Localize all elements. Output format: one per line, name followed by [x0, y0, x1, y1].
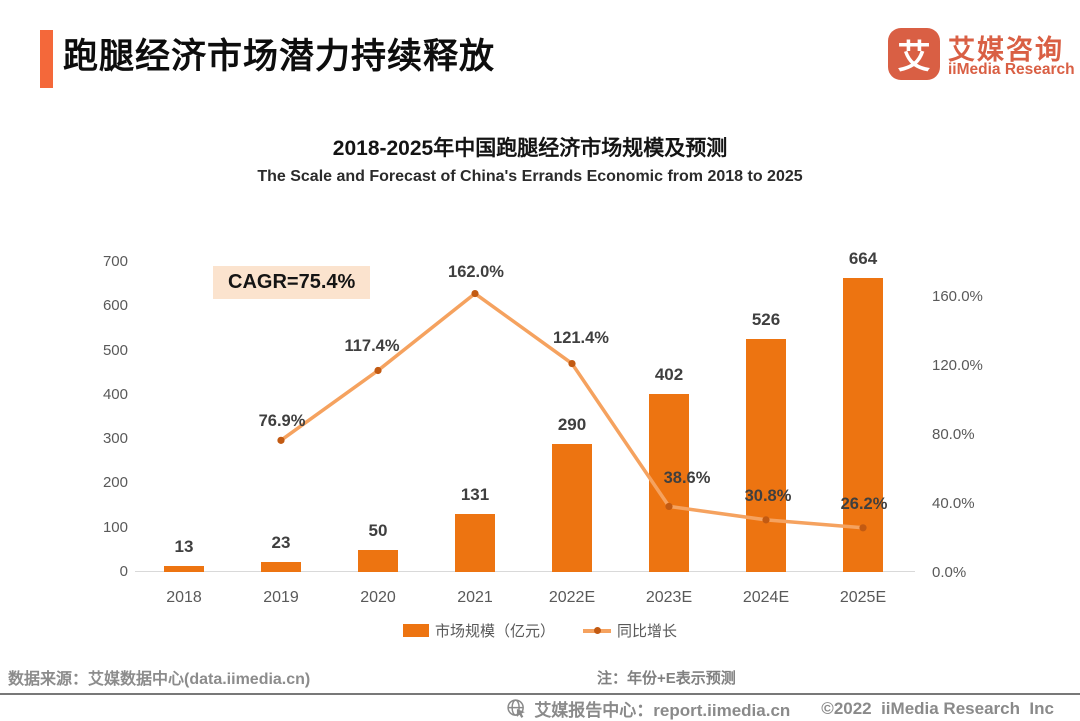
legend-line-label: 同比增长 — [617, 623, 678, 640]
x-axis-label-2021: 2021 — [457, 589, 493, 606]
bar-value-2025E: 664 — [848, 248, 878, 268]
x-axis-label-2022E: 2022E — [548, 589, 596, 606]
x-axis-label-2020: 2020 — [360, 589, 396, 606]
page-title: 跑腿经济市场潜力持续释放 — [63, 37, 496, 76]
x-axis-label-2024E: 2024E — [742, 589, 790, 606]
footer-bottom: 艾媒报告中心：report.iimedia.cn ©2022 iiMedia R… — [506, 696, 1054, 721]
bar-value-2023E: 402 — [654, 364, 684, 384]
bar-2020 — [358, 549, 398, 572]
bar-value-2022E: 290 — [557, 414, 587, 434]
growth-label-2022E: 121.4% — [553, 328, 609, 347]
iimedia-logo-icon: 艾 — [888, 28, 940, 80]
y-axis-tick-300: 300 — [102, 430, 128, 448]
data-source-text: 数据来源：艾媒数据中心(data.iimedia.cn) — [8, 671, 311, 688]
brand-name-en: iiMedia Research — [948, 61, 1075, 78]
cagr-badge: CAGR=75.4% — [213, 266, 371, 299]
report-center-text: 艾媒报告中心：report.iimedia.cn — [534, 701, 791, 720]
x-axis-line — [135, 571, 915, 572]
legend-item-bar: 市场规模（亿元） — [402, 620, 555, 641]
title-accent-bar — [40, 30, 53, 88]
bar-2018 — [164, 566, 204, 572]
bar-value-2024E: 526 — [751, 310, 781, 330]
y2-axis-tick-0.0%: 0.0% — [932, 564, 967, 581]
logo-glyph: 艾 — [897, 38, 931, 75]
chart-title: 2018-2025年中国跑腿经济市场规模及预测 — [332, 137, 728, 160]
legend: 市场规模（亿元） 同比增长 — [0, 620, 1080, 641]
legend-line-swatch-icon — [583, 627, 611, 634]
y-axis-tick-500: 500 — [102, 341, 128, 359]
legend-item-line: 同比增长 — [583, 620, 677, 641]
copyright-text: ©2022 iiMedia Research Inc — [821, 698, 1054, 718]
note-text: 注：年份+E表示预测 — [597, 670, 736, 687]
x-axis-label-2023E: 2023E — [645, 589, 693, 606]
y-axis-tick-100: 100 — [102, 518, 128, 536]
bar-value-2019: 23 — [271, 532, 291, 552]
footer-divider — [0, 693, 1080, 695]
growth-label-2024E: 30.8% — [744, 486, 792, 505]
legend-bar-label: 市场规模（亿元） — [434, 623, 555, 640]
bar-2022E — [552, 443, 592, 572]
growth-label-2020: 117.4% — [344, 337, 400, 356]
bar-2024E — [746, 339, 786, 572]
y-axis-tick-0: 0 — [119, 563, 128, 580]
y2-axis-tick-160.0%: 160.0% — [932, 288, 983, 305]
y-axis-tick-700: 700 — [102, 253, 128, 270]
bar-2019 — [261, 561, 301, 572]
growth-label-2021: 162.0% — [448, 262, 504, 281]
x-axis-label-2019: 2019 — [263, 589, 299, 606]
y-axis-tick-600: 600 — [102, 297, 128, 315]
chart-subtitle: The Scale and Forecast of China's Errand… — [257, 168, 803, 185]
bar-value-2018: 13 — [174, 537, 194, 557]
growth-label-2023E: 38.6% — [663, 469, 711, 488]
legend-line-dot-icon — [593, 627, 601, 634]
bar-2021 — [455, 513, 495, 572]
bar-2025E — [843, 277, 883, 572]
legend-bar-swatch-icon — [402, 624, 429, 637]
x-axis-label-2018: 2018 — [166, 589, 202, 606]
bar-value-2021: 131 — [460, 484, 490, 504]
y-axis-tick-400: 400 — [102, 385, 128, 403]
y2-axis-tick-40.0%: 40.0% — [932, 495, 975, 512]
y2-axis-tick-80.0%: 80.0% — [932, 426, 975, 443]
growth-label-2019: 76.9% — [258, 412, 306, 431]
bar-value-2020: 50 — [368, 520, 388, 540]
growth-label-2025E: 26.2% — [840, 494, 888, 513]
x-axis-label-2025E: 2025E — [839, 589, 887, 606]
bar-2023E — [649, 393, 689, 572]
y2-axis-tick-120.0%: 120.0% — [932, 357, 983, 374]
globe-icon — [507, 699, 526, 718]
brand-name-cn: 艾媒咨询 — [948, 35, 1064, 65]
y-axis-tick-200: 200 — [102, 474, 128, 492]
